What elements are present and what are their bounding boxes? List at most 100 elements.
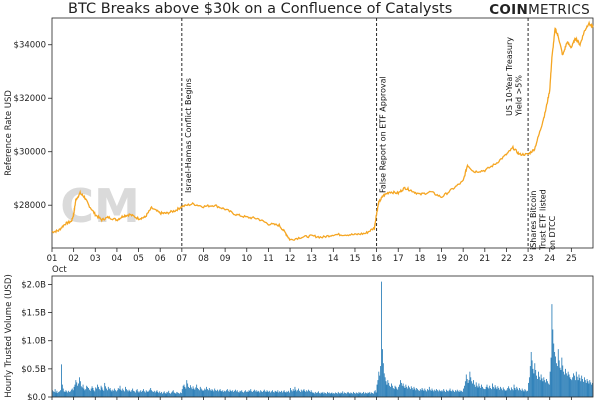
volume-bar [116, 391, 117, 397]
volume-bar [474, 386, 476, 397]
volume-bar [439, 390, 441, 397]
volume-bar [406, 386, 408, 397]
volume-bar [421, 388, 423, 397]
volume-bar [329, 393, 331, 397]
volume-bar [483, 389, 485, 397]
volume-bar [566, 375, 568, 397]
volume-bar [500, 386, 501, 397]
volume-bar [318, 393, 320, 397]
volume-bar [399, 384, 400, 397]
volume-bar [338, 393, 340, 397]
volume-bar [466, 378, 468, 397]
volume-bar [543, 377, 545, 397]
volume-bar [458, 391, 460, 397]
volume-bar [378, 371, 380, 397]
volume-bar [55, 392, 57, 397]
volume-bar [83, 388, 85, 397]
volume-bar [173, 392, 175, 397]
volume-bar [488, 388, 490, 397]
volume-bar [247, 391, 249, 397]
volume-bar [479, 386, 481, 397]
volume-bar [64, 391, 66, 397]
volume-bar [76, 382, 78, 397]
volume-bar [573, 373, 574, 397]
volume-bar [403, 386, 405, 397]
volume-bar [528, 377, 530, 397]
volume-bar [75, 380, 77, 397]
volume-bar [345, 393, 347, 397]
volume-bar [295, 389, 297, 397]
volume-bar [251, 391, 253, 397]
volume-bar [343, 393, 345, 397]
volume-bar [121, 390, 123, 397]
volume-bar [362, 393, 363, 397]
volume-bar [61, 364, 62, 397]
volume-bar [219, 389, 221, 397]
volume-bar [356, 393, 358, 397]
volume-bar [506, 389, 508, 397]
volume-bar [202, 390, 204, 397]
volume-bar [550, 357, 552, 397]
price-x-tick-label: 04 [112, 254, 123, 264]
volume-bar [70, 389, 72, 397]
volume-bar [540, 374, 542, 397]
volume-bar [561, 357, 563, 397]
volume-bar [98, 389, 100, 397]
volume-bar [345, 393, 346, 397]
volume-bar [292, 389, 294, 397]
volume-bar [228, 391, 230, 397]
volume-bar [119, 385, 121, 397]
volume-bar [302, 390, 304, 397]
volume-bar [519, 388, 520, 397]
volume-bar [269, 390, 271, 397]
volume-bar [491, 389, 492, 397]
volume-bar [513, 384, 515, 397]
volume-bar [160, 393, 162, 397]
volume-bar [129, 390, 131, 397]
volume-bar [288, 390, 290, 397]
volume-bar [136, 389, 138, 397]
volume-bar [163, 391, 165, 397]
volume-bar [342, 391, 344, 397]
volume-bar [336, 393, 338, 397]
volume-bar [120, 389, 122, 397]
volume-bar [60, 390, 61, 397]
volume-bar [102, 389, 104, 397]
volume-bar [516, 386, 518, 397]
volume-bar [63, 391, 65, 397]
volume-bar [462, 391, 464, 397]
volume-bar [361, 393, 363, 397]
volume-bar [317, 392, 318, 397]
volume-bar [451, 391, 453, 397]
volume-bar [574, 375, 575, 397]
volume-bar [285, 392, 287, 397]
volume-bar [244, 391, 245, 397]
volume-bar [366, 393, 368, 397]
volume-bar [394, 385, 396, 397]
volume-bar [555, 356, 556, 397]
volume-bar [109, 388, 111, 397]
volume-bar [71, 388, 73, 397]
volume-bar [563, 371, 565, 397]
volume-bar [213, 391, 215, 397]
price-x-tick-label: 09 [220, 254, 231, 264]
volume-bar [190, 387, 192, 397]
volume-bar [397, 389, 399, 397]
volume-bar [122, 388, 124, 397]
volume-bar [185, 388, 187, 397]
volume-bar [150, 388, 152, 397]
volume-bar [112, 389, 114, 397]
volume-bar [52, 391, 54, 397]
volume-bar [248, 390, 250, 397]
volume-bar [492, 383, 493, 397]
volume-y-tick-label: $0.0 [27, 393, 46, 400]
volume-bar [97, 384, 98, 397]
volume-bar [128, 389, 130, 397]
volume-bar [217, 389, 218, 397]
volume-bar [587, 381, 589, 397]
volume-bar [572, 377, 574, 397]
volume-bar [463, 388, 464, 397]
volume-bar [530, 351, 532, 397]
volume-bar [526, 391, 528, 397]
